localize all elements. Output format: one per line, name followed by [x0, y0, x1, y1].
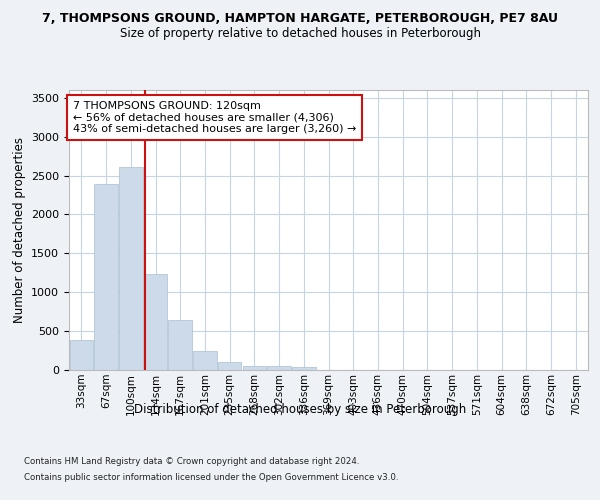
Bar — [94, 184, 118, 370]
Bar — [144, 274, 167, 370]
Bar — [268, 366, 291, 370]
Bar — [242, 366, 266, 370]
Text: Contains public sector information licensed under the Open Government Licence v3: Contains public sector information licen… — [24, 472, 398, 482]
Text: Contains HM Land Registry data © Crown copyright and database right 2024.: Contains HM Land Registry data © Crown c… — [24, 458, 359, 466]
Text: Distribution of detached houses by size in Peterborough: Distribution of detached houses by size … — [134, 402, 466, 415]
Y-axis label: Number of detached properties: Number of detached properties — [13, 137, 26, 323]
Text: Size of property relative to detached houses in Peterborough: Size of property relative to detached ho… — [119, 28, 481, 40]
Bar — [119, 167, 143, 370]
Bar — [292, 367, 316, 370]
Text: 7 THOMPSONS GROUND: 120sqm
← 56% of detached houses are smaller (4,306)
43% of s: 7 THOMPSONS GROUND: 120sqm ← 56% of deta… — [73, 101, 356, 134]
Bar — [70, 340, 93, 370]
Bar — [218, 362, 241, 370]
Text: 7, THOMPSONS GROUND, HAMPTON HARGATE, PETERBOROUGH, PE7 8AU: 7, THOMPSONS GROUND, HAMPTON HARGATE, PE… — [42, 12, 558, 26]
Bar — [169, 320, 192, 370]
Bar — [193, 350, 217, 370]
